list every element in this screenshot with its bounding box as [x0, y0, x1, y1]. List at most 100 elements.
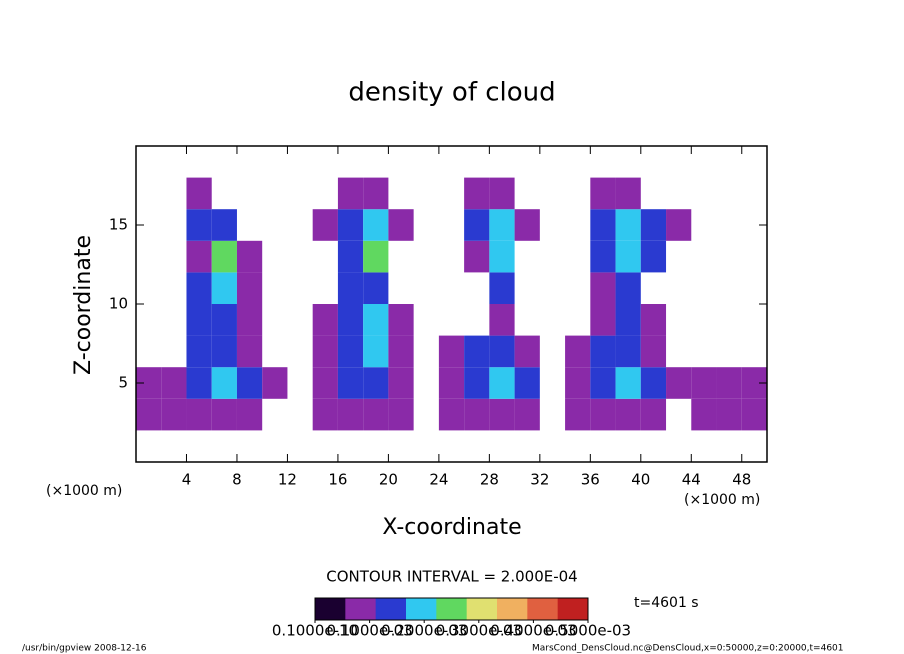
cell: [236, 335, 263, 368]
cell: [615, 398, 641, 431]
cell: [312, 304, 338, 336]
cell: [464, 177, 490, 210]
cell: [388, 335, 414, 368]
cell: [337, 272, 364, 304]
cell: [489, 240, 515, 273]
x-axis-label: X-coordinate: [382, 515, 521, 540]
colorbar-tick-label: 0.3000e-03: [436, 622, 522, 640]
cell: [337, 335, 364, 368]
cell: [565, 398, 591, 431]
cell: [640, 304, 667, 336]
cell: [615, 304, 641, 336]
cell: [691, 398, 717, 431]
cell: [464, 367, 490, 399]
cell: [236, 304, 263, 336]
footer-left: /usr/bin/gpview 2008-12-16: [22, 644, 147, 654]
chart-title: density of cloud: [348, 78, 555, 108]
cell: [211, 209, 237, 241]
cell: [590, 272, 616, 304]
cell: [337, 304, 364, 336]
cell: [363, 398, 389, 431]
cell: [640, 240, 667, 273]
colorbar-tick-label: 0.1000e-03: [326, 622, 412, 640]
cell: [363, 272, 389, 304]
cell: [211, 367, 237, 399]
cell: [211, 240, 237, 273]
cell: [464, 240, 490, 273]
cell: [438, 367, 465, 399]
x-unit: (×1000 m): [684, 492, 760, 508]
cell: [388, 209, 414, 241]
cell: [438, 335, 465, 368]
cell: [388, 304, 414, 336]
x-tick-label: 4: [182, 471, 192, 489]
cell: [236, 272, 263, 304]
cell: [514, 367, 540, 399]
cell: [136, 398, 162, 431]
cell: [186, 272, 212, 304]
cell: [363, 177, 389, 210]
cell: [489, 272, 515, 304]
colorbar-tick-label: 0.1000e-10: [272, 622, 358, 640]
cell: [514, 398, 540, 431]
cell: [590, 240, 616, 273]
y-tick-label: 10: [109, 295, 128, 313]
cell: [186, 367, 212, 399]
cell: [363, 335, 389, 368]
cell: [590, 209, 616, 241]
cell: [337, 240, 364, 273]
cell: [337, 398, 364, 431]
cell: [211, 398, 237, 431]
cell: [464, 398, 490, 431]
cell: [489, 304, 515, 336]
cell: [666, 367, 692, 399]
cell: [337, 367, 364, 399]
cell: [615, 335, 641, 368]
cell: [161, 398, 187, 431]
cell: [388, 367, 414, 399]
cell: [615, 209, 641, 241]
cell: [161, 367, 187, 399]
cell: [312, 367, 338, 399]
cell: [615, 367, 641, 399]
cell: [716, 367, 742, 399]
cell: [186, 209, 212, 241]
cell: [262, 367, 288, 399]
colorbar-swatch: [466, 598, 498, 620]
cell: [312, 335, 338, 368]
y-tick-label: 15: [109, 216, 128, 234]
x-tick-label: 12: [278, 471, 297, 489]
x-tick-label: 44: [682, 471, 701, 489]
x-tick-label: 36: [581, 471, 600, 489]
y-tick-label: 5: [118, 374, 128, 392]
cell: [489, 209, 515, 241]
cell: [363, 209, 389, 241]
cell: [186, 398, 212, 431]
cell: [716, 398, 742, 431]
cell: [565, 335, 591, 368]
cell: [590, 398, 616, 431]
y-axis-label: Z-coordinate: [71, 235, 96, 375]
colorbar-swatch: [436, 598, 468, 620]
cell: [489, 335, 515, 368]
cell: [514, 335, 540, 368]
cell: [236, 398, 263, 431]
cell: [236, 240, 263, 273]
cell: [666, 209, 692, 241]
cell: [363, 367, 389, 399]
cell: [691, 367, 717, 399]
cell: [186, 335, 212, 368]
cell: [565, 367, 591, 399]
cell: [211, 335, 237, 368]
colorbar-tick-label: 0.4000e-03: [490, 622, 576, 640]
cell: [489, 177, 515, 210]
colorbar-tick-label: 0.5000e-03: [545, 622, 631, 640]
cell: [514, 209, 540, 241]
cell: [363, 240, 389, 273]
x-tick-label: 40: [631, 471, 650, 489]
colorbar-swatch: [345, 598, 377, 620]
cell: [489, 398, 515, 431]
colorbar-swatch: [527, 598, 559, 620]
colorbar-swatch: [497, 598, 528, 620]
